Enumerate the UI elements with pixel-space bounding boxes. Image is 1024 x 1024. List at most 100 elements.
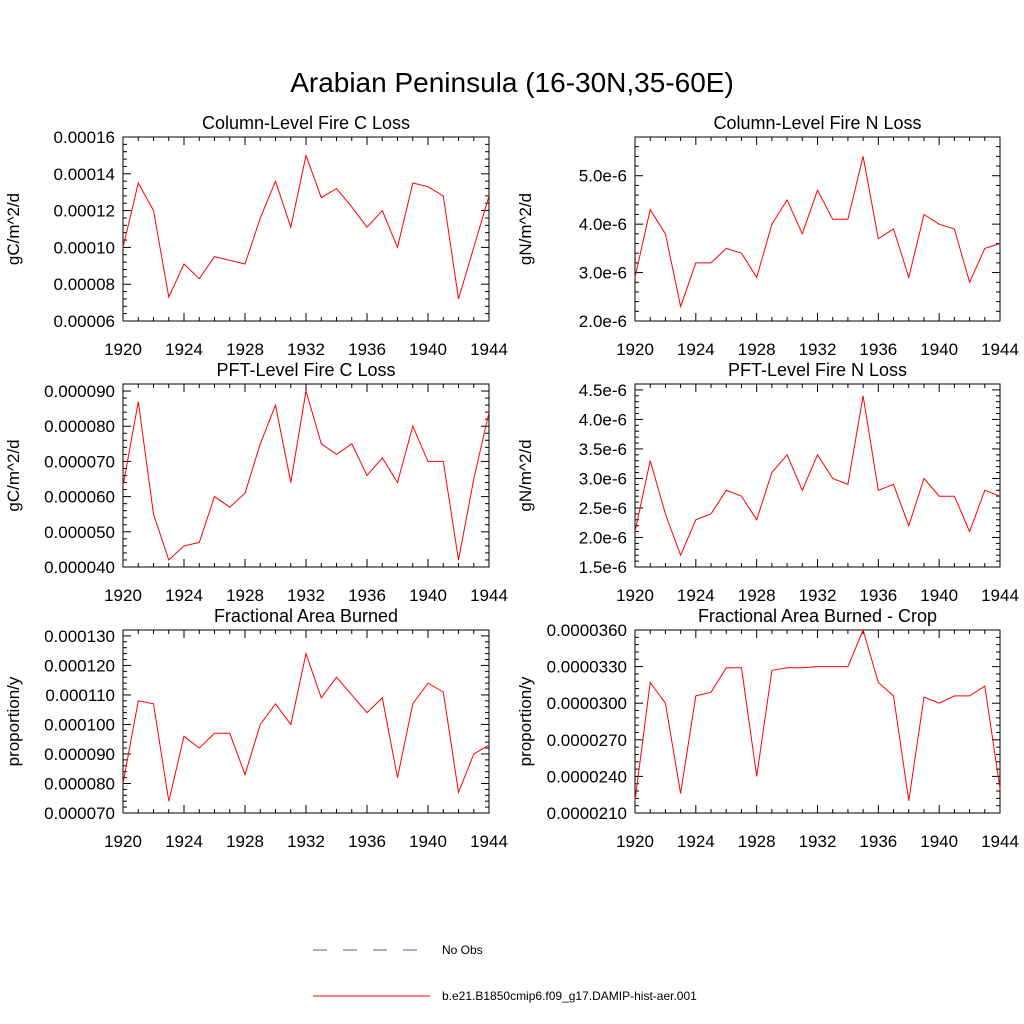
panels: 1920 1924 1928 1932 1936 1940 1944 0.00006 0.000… bbox=[4, 113, 1019, 851]
series-line-1 bbox=[634, 395, 1001, 557]
x-tick-label: 1920 bbox=[616, 832, 654, 851]
y-axis-label: proportion/y bbox=[4, 676, 23, 766]
plot-frame bbox=[634, 629, 1001, 814]
y-tick-label: 2.0e-6 bbox=[579, 312, 627, 331]
x-tick-label: 1936 bbox=[348, 340, 386, 359]
series-line-1 bbox=[634, 156, 1001, 309]
x-tick-label: 1920 bbox=[616, 586, 654, 605]
x-tick-label: 1928 bbox=[226, 586, 264, 605]
y-tick-label: 0.000080 bbox=[44, 417, 115, 436]
panel-title: Fractional Area Burned - Crop bbox=[698, 606, 937, 626]
y-axis-label: gC/m^2/d bbox=[4, 439, 23, 511]
y-tick-label: 5.0e-6 bbox=[579, 167, 627, 186]
y-axis-label: gN/m^2/d bbox=[516, 193, 535, 265]
y-tick-label: 0.000060 bbox=[44, 488, 115, 507]
x-tick-label: 1928 bbox=[738, 832, 776, 851]
y-tick-label: 3.0e-6 bbox=[579, 469, 627, 488]
chart-panel-4: 1920 1924 1928 1932 1936 1940 1944 1.5e-6 2.0e-6… bbox=[516, 360, 1019, 605]
y-tick-label: 0.000070 bbox=[44, 452, 115, 471]
panel-title: Fractional Area Burned bbox=[214, 606, 398, 626]
y-tick-label: 0.00010 bbox=[54, 238, 115, 257]
y-tick-label: 0.0000300 bbox=[547, 694, 627, 713]
x-tick-label: 1944 bbox=[470, 586, 508, 605]
x-tick-label: 1944 bbox=[470, 340, 508, 359]
y-tick-label: 3.5e-6 bbox=[579, 440, 627, 459]
y-tick-label: 0.00006 bbox=[54, 312, 115, 331]
panel-title: Column-Level Fire N Loss bbox=[713, 113, 921, 133]
x-tick-label: 1920 bbox=[616, 340, 654, 359]
plot-frame bbox=[634, 136, 1001, 322]
x-tick-label: 1932 bbox=[799, 832, 837, 851]
y-tick-label: 0.0000240 bbox=[547, 767, 627, 786]
x-tick-label: 1932 bbox=[287, 340, 325, 359]
x-tick-label: 1940 bbox=[409, 586, 447, 605]
x-tick-label: 1928 bbox=[738, 586, 776, 605]
legend-item-model: b.e21.B1850cmip6.f09_g17.DAMIP-hist-aer.… bbox=[313, 989, 697, 1003]
series-line-1 bbox=[122, 390, 490, 561]
x-tick-label: 1936 bbox=[859, 586, 897, 605]
panel-title: PFT-Level Fire C Loss bbox=[216, 360, 395, 380]
x-tick-label: 1932 bbox=[287, 832, 325, 851]
y-tick-label: 4.5e-6 bbox=[579, 381, 627, 400]
chart-panel-2: 1920 1924 1928 1932 1936 1940 1944 2.0e-6 3.0e-6… bbox=[516, 113, 1019, 359]
x-tick-label: 1940 bbox=[409, 832, 447, 851]
plot-frame bbox=[122, 629, 490, 814]
x-tick-label: 1936 bbox=[859, 832, 897, 851]
x-tick-label: 1924 bbox=[165, 340, 203, 359]
x-tick-label: 1924 bbox=[165, 586, 203, 605]
x-tick-label: 1924 bbox=[677, 586, 715, 605]
figure-title: Arabian Peninsula (16-30N,35-60E) bbox=[290, 67, 734, 98]
y-tick-label: 2.0e-6 bbox=[579, 528, 627, 547]
y-tick-label: 4.0e-6 bbox=[579, 410, 627, 429]
panel-title: PFT-Level Fire N Loss bbox=[728, 360, 907, 380]
y-tick-label: 0.000110 bbox=[45, 686, 115, 705]
plot-frame bbox=[634, 383, 1001, 568]
x-tick-label: 1940 bbox=[920, 832, 958, 851]
legend-label-no-obs: No Obs bbox=[442, 943, 483, 957]
chart-panel-1: 1920 1924 1928 1932 1936 1940 1944 0.00006 0.000… bbox=[4, 113, 508, 359]
x-tick-label: 1940 bbox=[920, 340, 958, 359]
series-line-1 bbox=[122, 153, 490, 300]
x-tick-label: 1924 bbox=[165, 832, 203, 851]
y-tick-label: 0.000080 bbox=[44, 774, 115, 793]
y-tick-label: 0.0000330 bbox=[547, 658, 627, 677]
y-tick-label: 0.000090 bbox=[44, 745, 115, 764]
y-tick-label: 0.0000210 bbox=[547, 804, 627, 823]
series-line-1 bbox=[634, 628, 1001, 801]
x-tick-label: 1936 bbox=[348, 586, 386, 605]
x-tick-label: 1920 bbox=[104, 586, 142, 605]
y-tick-label: 0.0000360 bbox=[547, 621, 627, 640]
y-tick-label: 2.5e-6 bbox=[579, 499, 627, 518]
x-tick-label: 1932 bbox=[799, 586, 837, 605]
y-tick-label: 0.000040 bbox=[44, 558, 115, 577]
legend-label-model: b.e21.B1850cmip6.f09_g17.DAMIP-hist-aer.… bbox=[442, 989, 697, 1003]
y-tick-label: 0.000100 bbox=[44, 715, 115, 734]
x-tick-label: 1928 bbox=[226, 832, 264, 851]
y-tick-label: 0.000120 bbox=[44, 656, 115, 675]
x-tick-label: 1928 bbox=[226, 340, 264, 359]
x-tick-label: 1944 bbox=[470, 832, 508, 851]
x-tick-label: 1944 bbox=[981, 832, 1019, 851]
chart-panel-6: 1920 1924 1928 1932 1936 1940 1944 0.0000210 0.0… bbox=[516, 606, 1019, 851]
y-axis-label: gC/m^2/d bbox=[4, 193, 23, 265]
y-tick-label: 0.000050 bbox=[44, 523, 115, 542]
legend: No Obs b.e21.B1850cmip6.f09_g17.DAMIP-hi… bbox=[313, 943, 697, 1003]
y-axis-label: proportion/y bbox=[516, 676, 535, 766]
plot-frame bbox=[122, 383, 490, 568]
x-tick-label: 1944 bbox=[981, 586, 1019, 605]
chart-panel-5: 1920 1924 1928 1932 1936 1940 1944 0.000070 0.00… bbox=[4, 606, 508, 851]
x-tick-label: 1940 bbox=[409, 340, 447, 359]
x-tick-label: 1932 bbox=[799, 340, 837, 359]
x-tick-label: 1920 bbox=[104, 340, 142, 359]
y-tick-label: 0.00008 bbox=[54, 275, 115, 294]
y-tick-label: 0.000070 bbox=[44, 804, 115, 823]
y-tick-label: 0.000090 bbox=[44, 382, 115, 401]
y-tick-label: 0.00012 bbox=[54, 202, 115, 221]
chart-panel-3: 1920 1924 1928 1932 1936 1940 1944 0.000040 0.00… bbox=[4, 360, 508, 605]
x-tick-label: 1920 bbox=[104, 832, 142, 851]
y-tick-label: 0.00014 bbox=[54, 165, 115, 184]
y-tick-label: 3.0e-6 bbox=[579, 264, 627, 283]
y-tick-label: 0.00016 bbox=[54, 128, 115, 147]
y-tick-label: 0.000130 bbox=[44, 627, 115, 646]
